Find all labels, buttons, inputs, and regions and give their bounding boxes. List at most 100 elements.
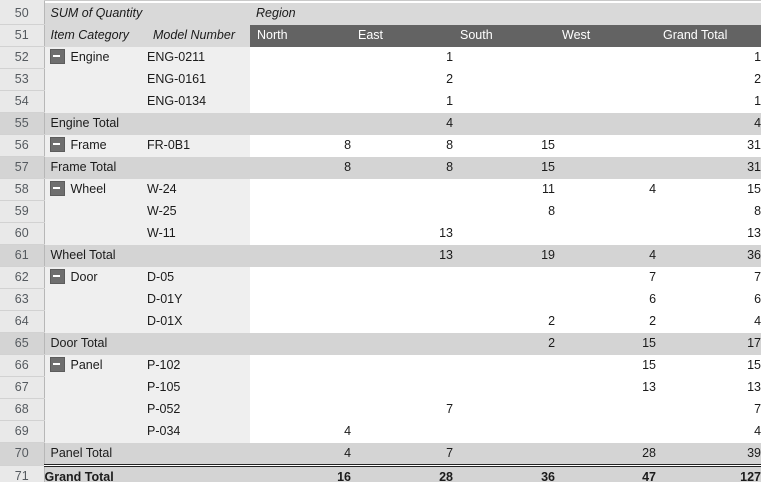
value-cell-west[interactable] — [555, 90, 657, 113]
subtotal-label[interactable]: Wheel Total — [44, 244, 251, 267]
value-cell-east[interactable] — [351, 354, 454, 377]
subtotal-value-east[interactable]: 13 — [351, 244, 454, 267]
row-number-header[interactable]: 71 — [0, 465, 45, 482]
item-category-cell[interactable] — [44, 420, 147, 443]
row-number-header[interactable]: 61 — [0, 244, 45, 267]
value-cell-south[interactable]: 15 — [453, 134, 556, 157]
collapse-group-icon[interactable] — [49, 357, 65, 373]
value-cell-north[interactable] — [250, 200, 352, 223]
value-cell-north[interactable]: 4 — [250, 420, 352, 443]
value-cell-north[interactable] — [250, 266, 352, 289]
row-number-header[interactable]: 53 — [0, 68, 45, 91]
value-cell-grand-total[interactable]: 4 — [656, 310, 761, 333]
value-cell-west[interactable] — [555, 222, 657, 245]
table-row[interactable]: 58 Wheel W-24 11 4 15 — [0, 178, 761, 201]
grand-total-value-west[interactable]: 47 — [555, 463, 657, 482]
grand-total-value-grand-total[interactable]: 127 — [656, 463, 761, 482]
item-category-cell[interactable] — [44, 398, 147, 421]
collapse-group-icon[interactable] — [49, 181, 65, 197]
value-cell-west[interactable] — [555, 134, 657, 157]
model-number-cell[interactable]: ENG-0211 — [147, 46, 251, 69]
value-cell-grand-total[interactable]: 8 — [656, 200, 761, 223]
subtotal-value-west[interactable] — [555, 156, 657, 179]
column-header-west[interactable]: West — [555, 24, 657, 47]
item-category-cell[interactable] — [44, 90, 147, 113]
item-category-cell[interactable]: Panel — [44, 354, 147, 377]
subtotal-value-grand-total[interactable]: 39 — [656, 442, 761, 465]
collapse-group-icon[interactable] — [49, 49, 65, 65]
value-cell-north[interactable] — [250, 68, 352, 91]
model-number-cell[interactable]: P-102 — [147, 354, 251, 377]
value-cell-west[interactable]: 4 — [555, 178, 657, 201]
row-number-header[interactable]: 68 — [0, 398, 45, 421]
subtotal-value-south[interactable] — [453, 442, 556, 465]
subtotal-value-south[interactable] — [453, 112, 556, 135]
row-number-header[interactable]: 64 — [0, 310, 45, 333]
row-number-header[interactable]: 60 — [0, 222, 45, 245]
item-category-cell[interactable] — [44, 288, 147, 311]
grand-total-label[interactable]: Grand Total — [44, 463, 251, 482]
value-cell-grand-total[interactable]: 1 — [656, 90, 761, 113]
table-row[interactable]: 64 D-01X 2 2 4 — [0, 310, 761, 333]
row-number-header[interactable]: 52 — [0, 46, 45, 69]
subtotal-value-east[interactable]: 4 — [351, 112, 454, 135]
value-cell-south[interactable] — [453, 398, 556, 421]
value-cell-south[interactable]: 11 — [453, 178, 556, 201]
item-category-cell[interactable]: Frame — [44, 134, 147, 157]
value-cell-grand-total[interactable]: 13 — [656, 376, 761, 399]
row-number-header[interactable]: 54 — [0, 90, 45, 113]
item-category-cell[interactable]: Wheel — [44, 178, 147, 201]
table-row[interactable]: 66 Panel P-102 15 15 — [0, 354, 761, 377]
collapse-group-icon[interactable] — [49, 137, 65, 153]
value-cell-west[interactable] — [555, 46, 657, 69]
pivot-value-field-label[interactable]: SUM of Quantity — [44, 3, 251, 25]
item-category-cell[interactable] — [44, 200, 147, 223]
subtotal-value-north[interactable] — [250, 332, 352, 355]
pivot-column-field-label[interactable]: Region — [250, 3, 761, 25]
value-cell-west[interactable]: 7 — [555, 266, 657, 289]
item-category-cell[interactable] — [44, 68, 147, 91]
model-number-cell[interactable]: FR-0B1 — [147, 134, 251, 157]
value-cell-grand-total[interactable]: 15 — [656, 178, 761, 201]
row-number-header[interactable]: 65 — [0, 332, 45, 355]
row-number-header[interactable]: 62 — [0, 266, 45, 289]
table-row[interactable]: 71 Grand Total 16 28 36 47 127 — [0, 463, 761, 482]
value-cell-west[interactable]: 15 — [555, 354, 657, 377]
subtotal-value-grand-total[interactable]: 36 — [656, 244, 761, 267]
pivot-table-body[interactable]: 50 SUM of Quantity Region 51 Item Category Mo… — [0, 3, 761, 482]
item-category-cell[interactable] — [44, 310, 147, 333]
model-number-cell[interactable]: W-11 — [147, 222, 251, 245]
column-header-grand-total[interactable]: Grand Total — [656, 24, 761, 47]
model-number-cell[interactable]: P-034 — [147, 420, 251, 443]
row-number-header[interactable]: 51 — [0, 24, 45, 47]
item-category-cell[interactable] — [44, 376, 147, 399]
subtotal-label[interactable]: Frame Total — [44, 156, 251, 179]
table-row[interactable]: 51 Item Category Model Number North East Sout… — [0, 24, 761, 47]
row-number-header[interactable]: 56 — [0, 134, 45, 157]
value-cell-west[interactable] — [555, 68, 657, 91]
value-cell-south[interactable] — [453, 376, 556, 399]
column-header-south[interactable]: South — [453, 24, 556, 47]
table-row[interactable]: 60 W-11 13 13 — [0, 222, 761, 245]
value-cell-south[interactable] — [453, 420, 556, 443]
table-row[interactable]: 57 Frame Total 8 8 15 31 — [0, 156, 761, 179]
value-cell-north[interactable] — [250, 46, 352, 69]
table-row[interactable]: 62 Door D-05 7 7 — [0, 266, 761, 289]
model-number-cell[interactable]: W-25 — [147, 200, 251, 223]
row-number-header[interactable]: 55 — [0, 112, 45, 135]
subtotal-value-east[interactable]: 8 — [351, 156, 454, 179]
value-cell-east[interactable] — [351, 200, 454, 223]
subtotal-value-grand-total[interactable]: 31 — [656, 156, 761, 179]
table-row[interactable]: 67 P-105 13 13 — [0, 376, 761, 399]
subtotal-value-north[interactable]: 4 — [250, 442, 352, 465]
value-cell-east[interactable] — [351, 420, 454, 443]
value-cell-grand-total[interactable]: 31 — [656, 134, 761, 157]
row-number-header[interactable]: 66 — [0, 354, 45, 377]
value-cell-south[interactable] — [453, 90, 556, 113]
value-cell-grand-total[interactable]: 15 — [656, 354, 761, 377]
row-number-header[interactable]: 69 — [0, 420, 45, 443]
value-cell-east[interactable]: 8 — [351, 134, 454, 157]
value-cell-south[interactable] — [453, 46, 556, 69]
table-row[interactable]: 63 D-01Y 6 6 — [0, 288, 761, 311]
subtotal-value-grand-total[interactable]: 17 — [656, 332, 761, 355]
